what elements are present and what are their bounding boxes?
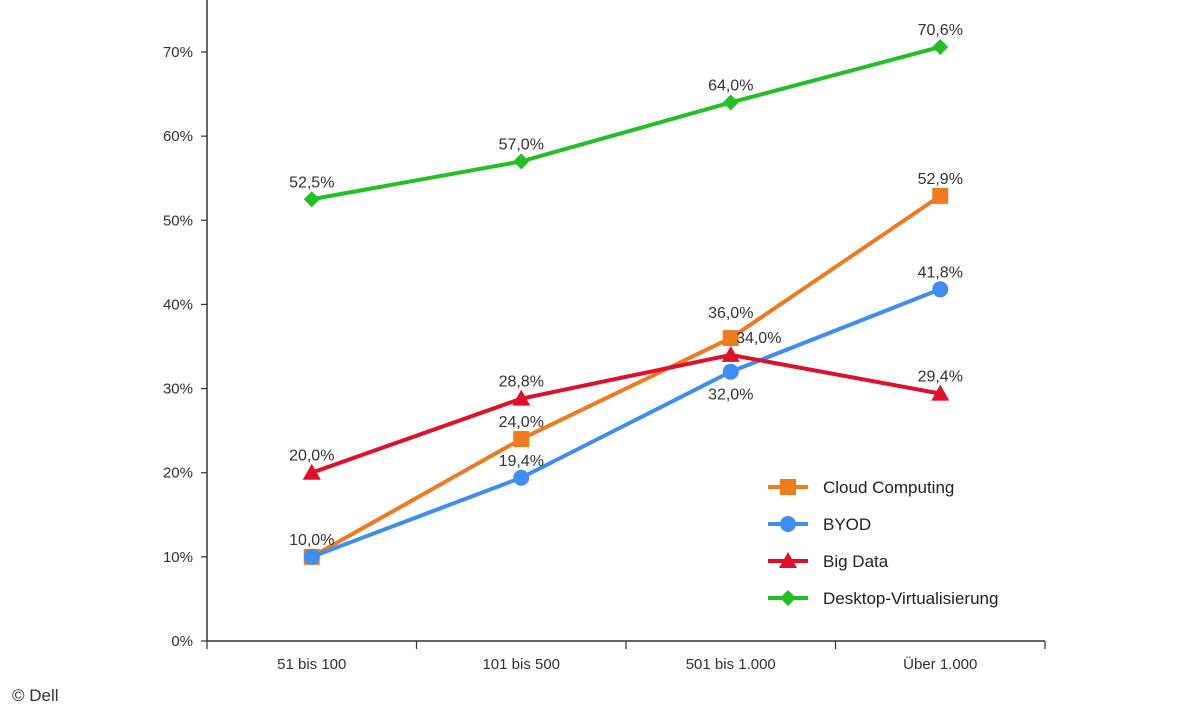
- data-label: 34,0%: [736, 330, 781, 347]
- y-tick-label: 50%: [163, 212, 193, 229]
- series-line-big-data: [311, 352, 941, 475]
- data-label: 64,0%: [708, 77, 753, 94]
- legend-label: Cloud Computing: [823, 478, 954, 497]
- data-point-marker: [931, 384, 950, 401]
- x-tick-label: 51 bis 100: [277, 656, 346, 673]
- data-label: 19,4%: [499, 453, 544, 470]
- legend-label: Big Data: [823, 552, 889, 571]
- y-tick-label: 10%: [163, 549, 193, 566]
- data-label: 36,0%: [708, 305, 753, 322]
- series-line-desktop-virtualisierung: [311, 45, 941, 202]
- legend-label: Desktop-Virtualisierung: [823, 589, 998, 608]
- data-point-marker: [932, 38, 949, 55]
- series-line-cloud-computing: [310, 194, 942, 559]
- y-tick-label: 20%: [163, 465, 193, 482]
- data-label: 52,5%: [289, 174, 334, 191]
- x-tick-label: 501 bis 1.000: [686, 656, 776, 673]
- legend-marker: [780, 590, 796, 606]
- y-axis-ticks: 0% 10% 20% 30% 40% 50% 60% 70%: [163, 44, 207, 650]
- data-point-marker: [722, 330, 739, 347]
- data-label: 20,0%: [289, 448, 334, 465]
- series-group: [302, 38, 950, 565]
- y-tick-label: 60%: [163, 128, 193, 145]
- data-label: 57,0%: [499, 136, 544, 153]
- legend-marker: [780, 516, 796, 532]
- y-tick-label: 70%: [163, 44, 193, 61]
- data-point-marker: [932, 187, 949, 204]
- y-tick-label: 40%: [163, 296, 193, 313]
- data-point-marker: [513, 431, 530, 448]
- data-point-marker: [513, 153, 530, 170]
- y-tick-label: 0%: [171, 633, 193, 650]
- data-point-marker: [721, 345, 740, 362]
- data-label: 32,0%: [708, 387, 753, 404]
- data-point-marker: [722, 94, 739, 111]
- data-point-marker: [513, 469, 530, 486]
- data-labels: 10,0% 24,0% 36,0% 52,9% 19,4% 32,0% 41,8% 20,0%…: [289, 22, 963, 549]
- data-label: 52,9%: [918, 171, 963, 188]
- x-tick-label: 101 bis 500: [482, 656, 560, 673]
- data-point-marker: [303, 548, 320, 565]
- legend-marker: [779, 552, 797, 568]
- data-point-marker: [303, 191, 320, 208]
- data-point-marker: [512, 389, 531, 406]
- legend-label: BYOD: [823, 515, 871, 534]
- data-point-marker: [722, 363, 739, 380]
- data-label: 29,4%: [918, 369, 963, 386]
- data-label: 24,0%: [499, 414, 544, 431]
- data-label: 70,6%: [918, 22, 963, 39]
- data-point-marker: [302, 463, 321, 480]
- data-point-marker: [932, 281, 949, 298]
- x-tick-label: Über 1.000: [903, 655, 977, 673]
- copyright-credit: © Dell: [12, 686, 59, 705]
- data-label: 10,0%: [289, 532, 334, 549]
- data-label: 41,8%: [918, 264, 963, 281]
- legend-marker: [780, 479, 796, 495]
- x-axis-ticks: 51 bis 100 101 bis 500 501 bis 1.000 Über 1…: [206, 641, 1046, 673]
- legend: Cloud Computing BYOD Big Data Desktop-Virtu…: [768, 478, 998, 608]
- y-tick-label: 30%: [163, 381, 193, 398]
- data-label: 28,8%: [499, 374, 544, 391]
- series-line-byod: [311, 287, 941, 559]
